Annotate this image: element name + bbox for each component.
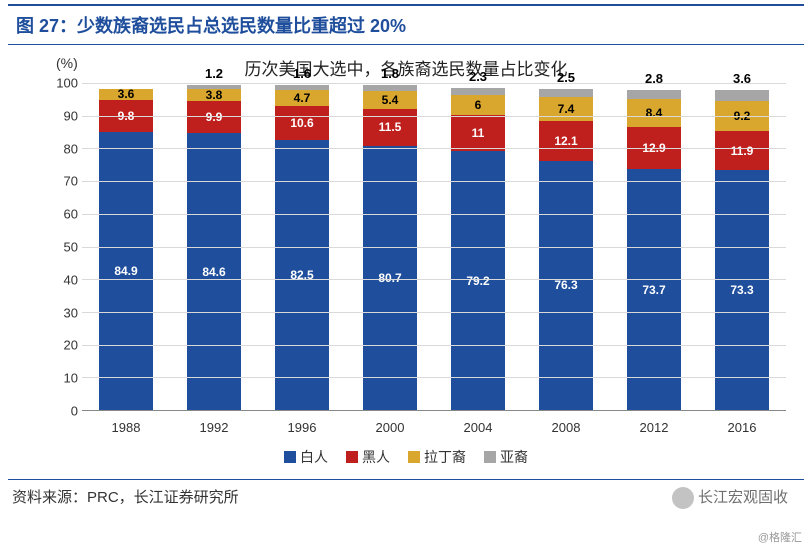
y-tick-label: 90 [48,108,78,123]
y-tick-label: 40 [48,272,78,287]
legend-label: 黑人 [362,447,390,467]
bar-segment-白人: 79.2 [451,151,505,410]
bar-segment-拉丁裔: 5.4 [363,91,417,109]
bar-segment-亚裔: 2.3 [451,88,505,96]
y-tick-label: 10 [48,371,78,386]
bar-segment-亚裔: 1.2 [187,85,241,89]
bar-segment-亚裔: 3.6 [715,90,769,102]
bar-top-label: 1.2 [205,67,223,80]
figure-title: 图 27：少数族裔选民占总选民数量比重超过 20% [16,12,796,38]
y-tick-label: 50 [48,240,78,255]
x-tick-label: 2016 [715,420,769,435]
bar-segment-白人: 84.9 [99,132,153,410]
legend-item: 亚裔 [484,447,528,467]
corner-watermark: @格隆汇 [758,529,802,545]
bar-top-label: 1.8 [381,67,399,80]
legend: 白人 黑人 拉丁裔 亚裔 [8,447,804,467]
bar-segment-拉丁裔: 8.4 [627,99,681,126]
gridline [82,312,786,313]
x-tick-label: 2008 [539,420,593,435]
gridline [82,279,786,280]
gridline [82,247,786,248]
x-axis-labels: 1988 1992 1996 2000 2004 2008 2012 2016 [82,420,786,435]
y-tick-label: 0 [48,404,78,419]
bar-segment-白人: 84.6 [187,133,241,410]
legend-label: 亚裔 [500,447,528,467]
legend-label: 白人 [300,447,328,467]
bar-segment-拉丁裔: 4.7 [275,90,329,105]
y-tick-label: 60 [48,207,78,222]
gridline [82,214,786,215]
y-tick-label: 80 [48,141,78,156]
bar-segment-黑人: 11 [451,115,505,151]
bar-segment-黑人: 10.6 [275,106,329,141]
bar-segment-黑人: 12.1 [539,121,593,161]
bar-segment-白人: 76.3 [539,161,593,411]
legend-label: 拉丁裔 [424,447,466,467]
bar-segment-拉丁裔: 3.6 [99,89,153,101]
x-tick-label: 1996 [275,420,329,435]
x-tick-label: 1992 [187,420,241,435]
gridline [82,148,786,149]
gridline [82,83,786,84]
x-tick-label: 1988 [99,420,153,435]
legend-swatch [346,451,358,463]
brand-icon [672,487,694,509]
gridline [82,377,786,378]
bar-segment-亚裔: 2.8 [627,90,681,99]
y-tick-label: 30 [48,305,78,320]
brand-text: 长江宏观固收 [698,489,788,506]
x-tick-label: 2000 [363,420,417,435]
bar-top-label: 2.3 [469,70,487,83]
bar-segment-亚裔: 1.8 [363,85,417,91]
x-tick-label: 2012 [627,420,681,435]
y-tick-label: 70 [48,174,78,189]
bar-segment-亚裔: 2.5 [539,89,593,97]
bar-segment-黑人: 11.9 [715,131,769,170]
y-tick-label: 20 [48,338,78,353]
legend-item: 白人 [284,447,328,467]
legend-item: 拉丁裔 [408,447,466,467]
x-tick-label: 2004 [451,420,505,435]
plot-region: 84.99.83.684.69.93.81.282.510.64.71.680.… [82,83,786,411]
gridline [82,116,786,117]
bar-top-label: 1.6 [293,67,311,80]
legend-item: 黑人 [346,447,390,467]
bar-segment-拉丁裔: 7.4 [539,97,593,121]
bar-segment-亚裔: 1.6 [275,85,329,90]
chart-area: (%) 历次美国大选中，各族裔选民数量占比变化 84.99.83.684.69.… [8,49,804,479]
legend-swatch [484,451,496,463]
bar-segment-拉丁裔: 6 [451,95,505,115]
brand-watermark: 长江宏观固收 [672,486,788,509]
gridline [82,345,786,346]
bar-segment-黑人: 11.5 [363,109,417,147]
y-tick-label: 100 [48,76,78,91]
bar-top-label: 2.5 [557,71,575,84]
bar-segment-拉丁裔: 3.8 [187,89,241,101]
bar-segment-白人: 73.7 [627,169,681,410]
bar-segment-白人: 80.7 [363,146,417,410]
legend-swatch [408,451,420,463]
chart-title: 历次美国大选中，各族裔选民数量占比变化 [8,55,804,80]
figure-title-bar: 图 27：少数族裔选民占总选民数量比重超过 20% [8,4,804,45]
legend-swatch [284,451,296,463]
gridline [82,181,786,182]
bar-segment-白人: 73.3 [715,170,769,410]
bar-segment-黑人: 9.9 [187,101,241,133]
